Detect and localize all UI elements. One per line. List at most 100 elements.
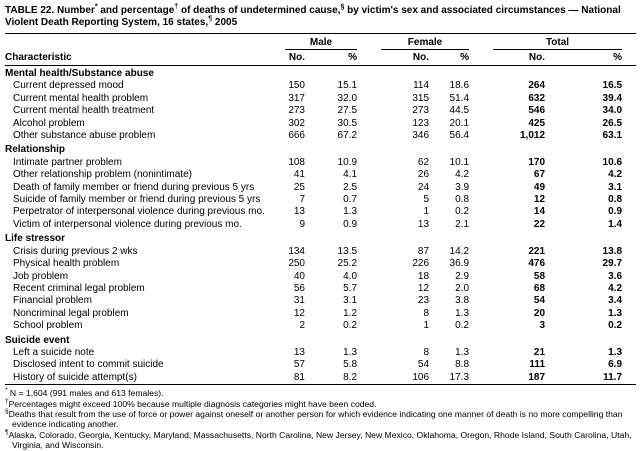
cell-value: 134 — [288, 245, 305, 257]
cell-value: 22 — [533, 218, 546, 230]
cell-value: 30.5 — [337, 117, 358, 129]
cell-value: 18 — [417, 270, 430, 282]
cell-value: 170 — [528, 156, 546, 168]
section-row: Mental health/Substance abuse — [5, 66, 636, 81]
cell-value: 5.8 — [343, 359, 358, 371]
cell-value: 273 — [412, 105, 430, 117]
row-label: Disclosed intent to commit suicide — [13, 359, 164, 371]
cell-value: 62 — [417, 156, 430, 168]
cell-value: 18.6 — [449, 80, 470, 92]
row-label: Perpetrator of interpersonal violence du… — [13, 206, 265, 218]
cell-value: 6.9 — [608, 359, 623, 371]
row-label: Other relationship problem (nonintimate) — [13, 169, 192, 181]
row-label: Financial problem — [13, 295, 92, 307]
table-row: Current mental health problem 317 32.0 315 5… — [5, 93, 636, 105]
column-group-total-label: Total — [493, 37, 623, 50]
cell-value: 2.1 — [455, 218, 470, 230]
cell-value: 29.7 — [602, 258, 623, 270]
cell-value: 111 — [529, 359, 546, 371]
cell-value: 67.2 — [337, 130, 358, 142]
cell-value: 108 — [288, 156, 305, 168]
table-row: History of suicide attempt(s) 81 8.2 106 17.… — [5, 372, 636, 385]
cell-value: 632 — [528, 92, 546, 104]
cell-value: 23 — [417, 295, 430, 307]
cell-value: 3.6 — [608, 270, 623, 282]
table-row: Suicide of family member or friend durin… — [5, 194, 636, 206]
title-text: of deaths of undetermined cause, — [178, 5, 341, 16]
section-header: Mental health/Substance abuse — [5, 68, 154, 79]
cell-value: 15.1 — [337, 80, 358, 92]
cell-value: 10.6 — [602, 156, 623, 168]
table-row: Current depressed mood 150 15.1 114 18.6 264 1… — [5, 80, 636, 92]
cell-value: 2.9 — [455, 270, 470, 282]
table-row: Noncriminal legal problem 12 1.2 8 1.3 20 1.3 — [5, 308, 636, 320]
cell-value: 3.1 — [343, 295, 358, 307]
row-label: Job problem — [13, 270, 69, 282]
table-row: Recent criminal legal problem 56 5.7 12 2.0 6… — [5, 283, 636, 295]
cell-value: 1.3 — [343, 346, 358, 358]
table-row: Victim of interpersonal violence during … — [5, 219, 636, 231]
footnote: §Deaths that result from the use of forc… — [5, 408, 623, 430]
table-row: Current mental health treatment 273 27.5 27… — [5, 105, 636, 117]
row-label: Intimate partner problem — [13, 156, 122, 168]
row-label: Noncriminal legal problem — [13, 307, 129, 319]
cell-value: 25 — [293, 181, 305, 193]
section-header: Life stressor — [5, 233, 66, 245]
cell-value: 13 — [293, 206, 305, 218]
cell-value: 9 — [299, 218, 305, 230]
cell-value: 17.3 — [449, 371, 470, 383]
cell-value: 58 — [533, 270, 546, 282]
cell-value: 1.3 — [608, 307, 623, 319]
column-group-female: Female — [371, 33, 484, 50]
cell-value: 54 — [533, 295, 546, 307]
cell-value: 8.8 — [455, 359, 470, 371]
cell-value: 114 — [413, 80, 430, 92]
cell-value: 317 — [288, 92, 305, 104]
cell-value: 2.5 — [343, 181, 358, 193]
row-label: Other substance abuse problem — [13, 130, 156, 142]
cell-value: 68 — [533, 282, 546, 294]
cell-value: 12 — [417, 282, 430, 294]
table-row: School problem 2 0.2 1 0.2 3 0.2 — [5, 320, 636, 332]
cell-value: 49 — [533, 181, 546, 193]
footnote-marker: * — [5, 387, 8, 395]
column-group-female-label: Female — [381, 37, 470, 50]
table-row: Left a suicide note 13 1.3 8 1.3 21 1.3 — [5, 347, 636, 359]
row-label: Current mental health problem — [13, 92, 149, 104]
cell-value: 8.2 — [343, 371, 358, 383]
table-row: Other substance abuse problem 666 67.2 346 5… — [5, 130, 636, 142]
cell-value: 5 — [423, 194, 430, 206]
col-header-no-female: No. — [371, 50, 444, 66]
title-text: by victim's sex and associated circumsta… — [5, 5, 621, 28]
cell-value: 226 — [412, 258, 430, 270]
col-header-no-total: No. — [483, 50, 560, 66]
cell-value: 106 — [412, 371, 430, 383]
cell-value: 87 — [417, 245, 430, 257]
cell-value: 0.2 — [455, 206, 470, 218]
footnotes: * N = 1,604 (991 males and 613 females).… — [5, 387, 636, 451]
cell-value: 10.1 — [449, 156, 470, 168]
cell-value: 1.3 — [455, 307, 470, 319]
cell-value: 51.4 — [449, 92, 470, 104]
row-label: Victim of interpersonal violence during … — [13, 218, 242, 230]
column-group-male: Male — [275, 33, 372, 50]
cell-value: 1.3 — [455, 346, 470, 358]
cell-value: 34.0 — [602, 105, 623, 117]
cell-value: 54 — [417, 359, 430, 371]
cell-value: 3 — [539, 320, 546, 332]
cell-value: 4.2 — [608, 169, 623, 181]
cell-value: 476 — [528, 258, 546, 270]
title-superscript: § — [340, 3, 345, 11]
cell-value: 0.2 — [608, 320, 623, 332]
cell-value: 2.0 — [455, 282, 470, 294]
cell-value: 315 — [412, 92, 430, 104]
cell-value: 20 — [533, 307, 546, 319]
table-row: Alcohol problem 302 30.5 123 20.1 425 26.5 — [5, 118, 636, 130]
cell-value: 13.5 — [337, 245, 358, 257]
cell-value: 221 — [528, 245, 546, 257]
cell-value: 25.2 — [337, 258, 358, 270]
row-label: Suicide of family member or friend durin… — [13, 194, 261, 206]
table-row: Financial problem 31 3.1 23 3.8 54 3.4 — [5, 295, 636, 307]
table-title: TABLE 22. Number* and percentage† of dea… — [5, 3, 636, 29]
group-header-row: Characteristic Male Female Total — [5, 33, 637, 66]
